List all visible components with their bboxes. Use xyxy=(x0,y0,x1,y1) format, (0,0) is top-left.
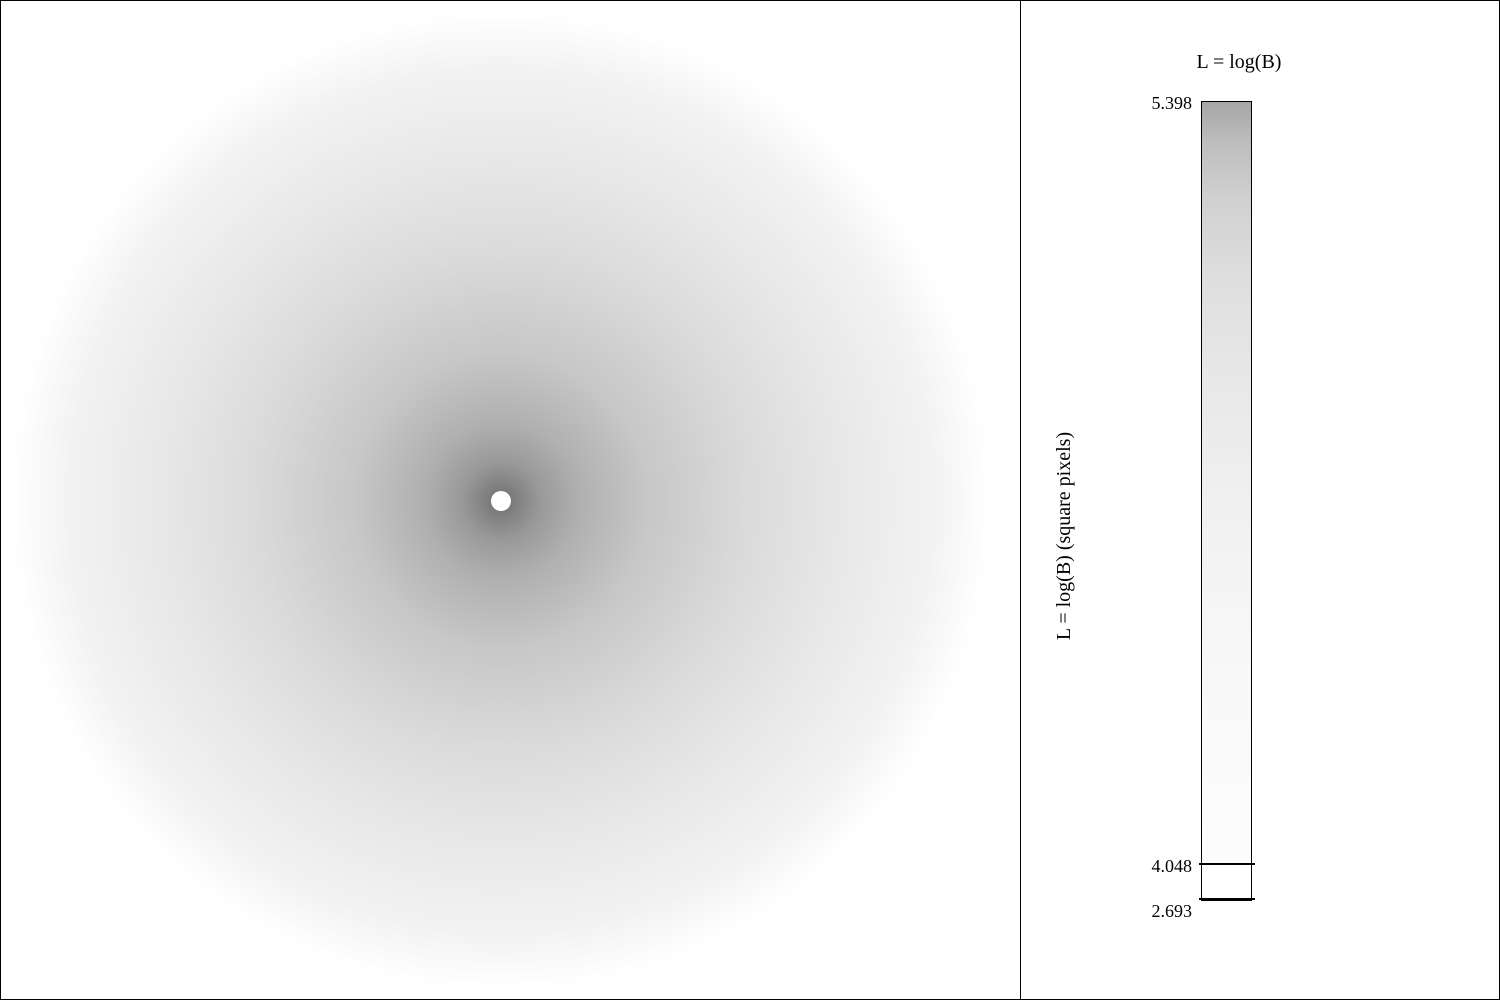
colorbar-min-tick xyxy=(1199,898,1255,900)
colorbar-axis-label: L = log(B) (square pixels) xyxy=(1053,431,1075,641)
colorbar-mid-label: 4.048 xyxy=(1151,856,1193,876)
colorbar-mid-tick xyxy=(1199,863,1255,865)
colorbar xyxy=(1201,101,1252,901)
colorbar-title: L = log(B) xyxy=(1196,51,1282,73)
colorbar-max-label: 5.398 xyxy=(1151,93,1193,113)
panel-divider xyxy=(1020,1,1021,999)
colorbar-min-label: 2.693 xyxy=(1151,901,1193,921)
center-spot xyxy=(491,491,511,511)
heatmap-panel xyxy=(1,1,1020,999)
colorbar-panel: L = log(B) L = log(B) (square pixels) 5.… xyxy=(1021,1,1499,999)
radial-heatmap xyxy=(1,1,1020,999)
